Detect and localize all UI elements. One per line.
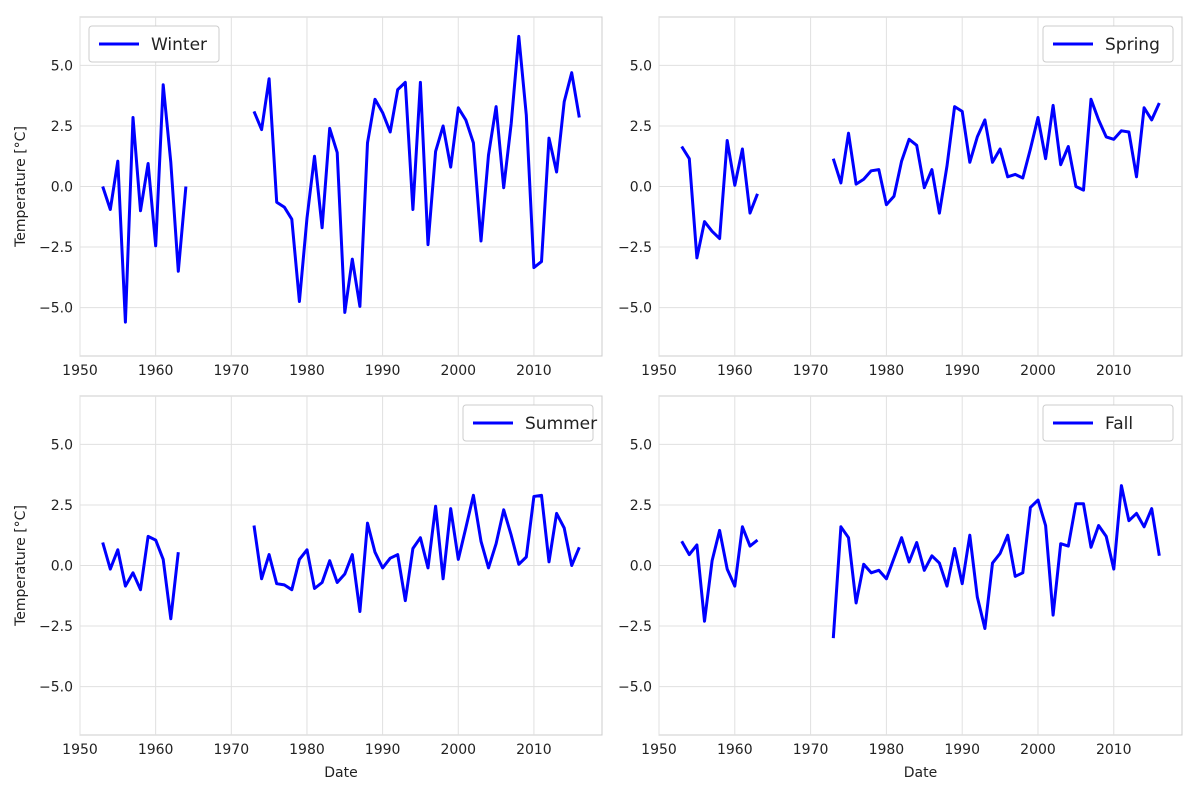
- y-tick-label: −5.0: [39, 680, 73, 696]
- y-tick-label: −2.5: [39, 619, 73, 635]
- x-tick-label: 1970: [213, 363, 249, 379]
- x-tick-label: 1970: [793, 742, 829, 758]
- x-axis-label: Date: [324, 765, 357, 781]
- series-line-summer: [101, 493, 581, 621]
- chart-panel-1: 1950 1960 1970 1980 1990 2000 2010 −5.0 −2.5 0.0 2…: [13, 16, 603, 379]
- legend-box: [462, 404, 594, 442]
- legend: Summer: [462, 404, 597, 442]
- x-tick-label: 1990: [365, 742, 401, 758]
- x-tick-label: 1990: [365, 363, 401, 379]
- y-tick-label: 2.5: [51, 498, 73, 514]
- y-tick-label: −2.5: [618, 240, 652, 256]
- x-tick-label: 1950: [641, 363, 677, 379]
- x-tick-label: 1980: [289, 742, 325, 758]
- x-tick-label: 2010: [516, 363, 552, 379]
- y-tick-label: 5.0: [51, 58, 73, 74]
- y-tick-label: 0.0: [51, 559, 73, 575]
- y-tick-label: 0.0: [51, 180, 73, 196]
- y-tick-label: 5.0: [630, 58, 652, 74]
- x-tick-label: 1990: [944, 742, 980, 758]
- x-tick-label: 1970: [793, 363, 829, 379]
- y-tick-label: −5.0: [618, 301, 652, 317]
- x-tick-label: 1980: [289, 363, 325, 379]
- x-tick-label: 1960: [717, 742, 753, 758]
- legend: Fall: [1042, 404, 1174, 442]
- y-tick-label: −2.5: [618, 619, 652, 635]
- y-tick-label: 5.0: [51, 437, 73, 453]
- legend-label: Winter: [151, 35, 207, 55]
- y-tick-label: −5.0: [618, 680, 652, 696]
- x-tick-label: 2000: [440, 742, 476, 758]
- x-tick-label: 1960: [138, 742, 174, 758]
- x-tick-label: 1950: [62, 742, 98, 758]
- x-tick-label: 2000: [1020, 742, 1056, 758]
- x-tick-label: 2000: [1020, 363, 1056, 379]
- x-tick-label: 1950: [641, 742, 677, 758]
- legend-label: Fall: [1105, 414, 1133, 434]
- legend-box: [1042, 25, 1174, 63]
- legend-box: [88, 25, 220, 63]
- series-line-spring: [680, 97, 1161, 260]
- y-axis-label: Temperature [°C]: [13, 126, 29, 248]
- x-tick-label: 2010: [1096, 742, 1132, 758]
- x-tick-label: 2000: [440, 363, 476, 379]
- y-tick-label: 2.5: [51, 119, 73, 135]
- legend-label: Spring: [1105, 35, 1160, 55]
- legend: Winter: [88, 25, 220, 63]
- x-tick-label: 1980: [869, 742, 905, 758]
- x-tick-label: 1950: [62, 363, 98, 379]
- x-tick-label: 1970: [213, 742, 249, 758]
- legend-box: [1042, 404, 1174, 442]
- x-tick-label: 1980: [869, 363, 905, 379]
- chart-panel-4: 1950 1960 1970 1980 1990 2000 2010 −5.0 −2.5 0.0 2…: [618, 395, 1183, 781]
- chart-panel-3: 1950 1960 1970 1980 1990 2000 2010 −5.0 −2.5 0.0 2…: [13, 395, 603, 781]
- series-line-winter: [101, 34, 581, 324]
- x-tick-label: 1960: [138, 363, 174, 379]
- x-tick-label: 1990: [944, 363, 980, 379]
- legend: Spring: [1042, 25, 1174, 63]
- y-tick-label: −2.5: [39, 240, 73, 256]
- x-tick-label: 1960: [717, 363, 753, 379]
- y-tick-label: −5.0: [39, 301, 73, 317]
- y-tick-label: 5.0: [630, 437, 652, 453]
- y-tick-label: 0.0: [630, 180, 652, 196]
- x-tick-label: 2010: [1096, 363, 1132, 379]
- y-tick-label: 2.5: [630, 119, 652, 135]
- legend-label: Summer: [525, 414, 597, 434]
- y-tick-label: 0.0: [630, 559, 652, 575]
- series-line-fall: [680, 484, 1161, 639]
- y-tick-label: 2.5: [630, 498, 652, 514]
- x-axis-label: Date: [904, 765, 937, 781]
- x-tick-label: 2010: [516, 742, 552, 758]
- y-axis-label: Temperature [°C]: [13, 505, 29, 627]
- chart-panel-2: 1950 1960 1970 1980 1990 2000 2010 −5.0 −2.5 0.0 2…: [618, 16, 1183, 379]
